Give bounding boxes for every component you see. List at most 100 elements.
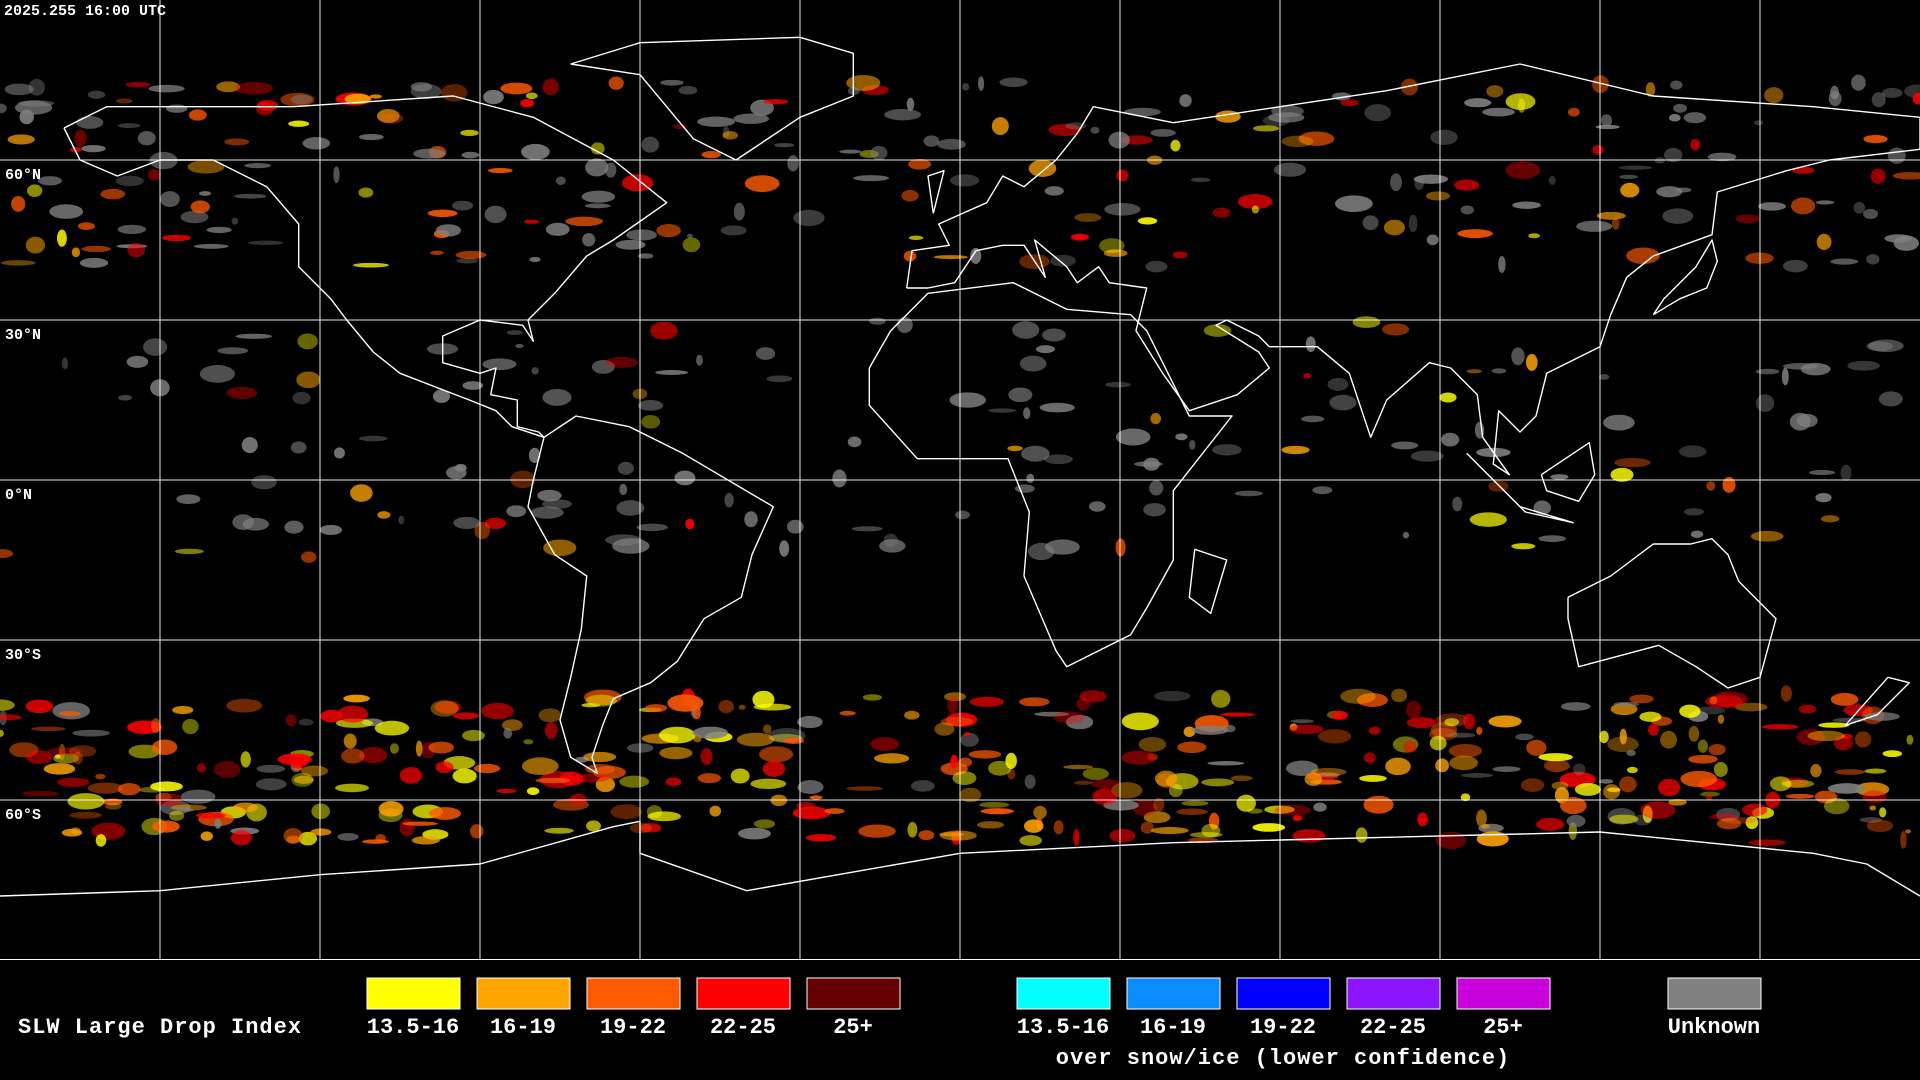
cloud-patch (460, 129, 479, 136)
cloud-patch (1252, 823, 1286, 832)
cloud-patch (117, 224, 147, 234)
cloud-patch (1808, 469, 1836, 476)
cloud-patch (1264, 805, 1295, 814)
cloud-patch (644, 704, 668, 713)
cloud-patch (72, 729, 111, 737)
cloud-patch (1189, 832, 1223, 838)
cloud-patch (1271, 105, 1304, 118)
legend-label: 25+ (833, 1015, 873, 1040)
cloud-patch (1457, 229, 1493, 239)
cloud-patch (528, 447, 541, 464)
cloud-patch (525, 92, 538, 100)
cloud-patch (1662, 208, 1694, 224)
cloud-patch (319, 524, 343, 536)
latitude-label: 30°N (5, 327, 41, 344)
cloud-patch (1292, 815, 1303, 822)
cloud-patch (879, 539, 906, 553)
cloud-patch (155, 792, 172, 801)
cloud-patch (1053, 820, 1064, 835)
cloud-patch (1600, 114, 1613, 127)
legend-swatch (696, 977, 791, 1010)
cloud-patch (1207, 761, 1245, 766)
cloud-patch (17, 100, 55, 107)
cloud-patch (71, 247, 81, 258)
cloud-patch (1368, 726, 1381, 735)
cloud-patch (337, 832, 359, 841)
legend-swatch (476, 977, 571, 1010)
cloud-patch (169, 810, 185, 821)
cloud-patch (1313, 802, 1327, 812)
cloud-patch (77, 222, 95, 230)
cloud-patch (1070, 233, 1090, 241)
cloud-patch (659, 746, 693, 760)
cloud-patch (744, 175, 780, 192)
cloud-patch (1045, 539, 1080, 555)
cloud-patch (783, 737, 804, 744)
cloud-patch (115, 175, 144, 187)
cloud-patch (1639, 711, 1662, 722)
cloud-patch (1611, 217, 1620, 230)
cloud-patch (1735, 214, 1760, 224)
cloud-patch (1598, 779, 1614, 784)
cloud-patch (1007, 445, 1023, 452)
cloud-patch (72, 751, 83, 765)
cloud-patch (933, 255, 968, 260)
cloud-patch (1247, 808, 1263, 814)
cloud-patch (1769, 776, 1792, 792)
cloud-patch (1460, 793, 1471, 802)
cloud-patch (277, 753, 313, 766)
cloud-patch (1444, 718, 1460, 727)
cloud-patch (1417, 812, 1429, 827)
cloud-patch (21, 790, 59, 797)
legend: 13.5-16 16-19 19-22 22-25 25+ 13.5-16 16-19 19-… (366, 977, 1762, 1040)
cloud-patch (595, 776, 616, 793)
cloud-patch (483, 89, 504, 105)
cloud-patch (737, 827, 771, 840)
cloud-patch (1301, 415, 1325, 423)
cloud-patch (1170, 139, 1181, 152)
cloud-patch (590, 142, 605, 155)
cloud-patch (1619, 174, 1639, 179)
cloud-patch (1782, 362, 1819, 370)
cloud-patch (402, 821, 438, 826)
cloud-patch (1340, 99, 1359, 107)
cloud-patch (1440, 432, 1460, 447)
cloud-patch (1390, 173, 1402, 192)
cloud-patch (1864, 768, 1887, 774)
cloud-patch (626, 229, 658, 241)
coastline (906, 63, 1920, 476)
cloud-patch (1363, 752, 1376, 764)
cloud-patch (839, 710, 856, 716)
cloud-patch (1074, 213, 1102, 222)
cloud-patch (1815, 200, 1835, 205)
cloud-patch (231, 217, 239, 225)
cloud-patch (1363, 795, 1394, 814)
cloud-patch (1400, 78, 1419, 96)
legend-swatch (1016, 977, 1111, 1010)
cloud-patch (906, 97, 915, 111)
cloud-patch (28, 78, 45, 96)
cloud-patch (1716, 818, 1742, 830)
cloud-patch (1154, 770, 1178, 787)
cloud-patch (1362, 215, 1379, 231)
cloud-patch (952, 771, 977, 785)
cloud-patch (174, 548, 204, 555)
cloud-patch (846, 786, 883, 791)
cloud-patch (1660, 730, 1677, 749)
coastline (63, 95, 668, 438)
cloud-patch (1761, 724, 1799, 730)
cloud-patch (1520, 778, 1545, 793)
legend-label: 19-22 (1250, 1015, 1316, 1040)
cloud-patch (1132, 799, 1158, 816)
cloud-patch (1515, 733, 1534, 741)
cloud-patch (200, 831, 213, 842)
cloud-patch (216, 81, 241, 93)
cloud-patch (0, 729, 4, 737)
cloud-patch (999, 77, 1028, 88)
cloud-patch (1866, 341, 1894, 352)
cloud-patch (358, 435, 388, 442)
cloud-patch (658, 726, 696, 744)
cloud-patch (1219, 712, 1255, 717)
cloud-patch (389, 743, 399, 754)
snow-ice-note: over snow/ice (lower confidence) (1056, 1046, 1510, 1071)
